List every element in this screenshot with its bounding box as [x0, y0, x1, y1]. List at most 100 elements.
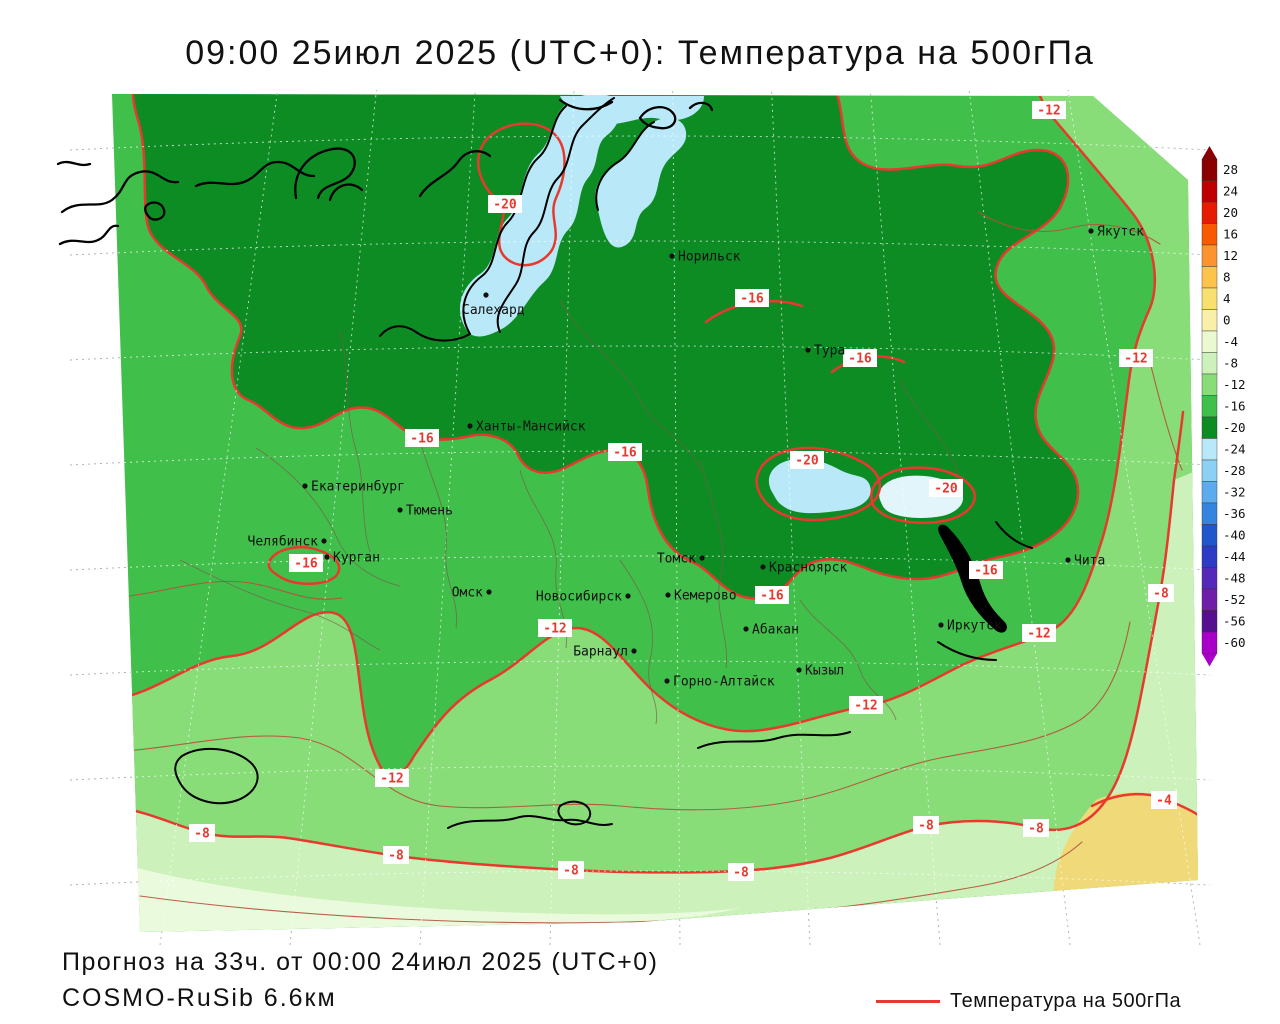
contour-minus8 — [112, 410, 1185, 874]
city-dot — [467, 423, 473, 429]
colorbar-tick-label: 4 — [1223, 291, 1231, 306]
cold-pool-taz — [595, 117, 687, 248]
contour-value-label: -12 — [380, 772, 403, 787]
contour-value-label: -16 — [613, 446, 637, 461]
colorbar-segment — [1201, 201, 1218, 224]
contour-label-bg — [538, 619, 572, 637]
city-label: Абакан — [752, 623, 799, 638]
colorbar-tick-label: -28 — [1223, 463, 1246, 478]
contour-value-label: -8 — [388, 849, 404, 864]
contour-label-bg — [405, 429, 439, 447]
city-dot — [631, 648, 637, 654]
contour-label-bg — [189, 824, 215, 842]
colorbar-tick-label: -32 — [1223, 484, 1246, 499]
city-label: Тюмень — [406, 504, 453, 519]
city-dot — [397, 507, 403, 513]
contour-label-bg — [1032, 101, 1066, 119]
colorbar-segment — [1201, 244, 1218, 267]
city-dot — [743, 626, 749, 632]
ob-estuary-outline — [379, 97, 655, 342]
city-dot — [805, 347, 811, 353]
colorbar-segment — [1201, 524, 1218, 547]
city-dot — [1088, 228, 1094, 234]
temperature-regions — [112, 94, 1198, 932]
thin-contour-northeast — [977, 211, 1161, 245]
colorbar-segment — [1201, 502, 1218, 525]
region-warm-yellow — [1053, 792, 1198, 910]
city-dot — [699, 555, 705, 561]
colorbar-segment — [1201, 438, 1218, 461]
city-dot — [302, 483, 308, 489]
colorbar-segment — [1201, 180, 1218, 203]
colorbar-tick-label: -24 — [1223, 441, 1246, 456]
city-label: Томск — [657, 552, 696, 567]
colorbar-tick-label: 16 — [1223, 226, 1238, 241]
colorbar-tick-label: -44 — [1223, 549, 1246, 564]
colorbar-tick-label: -60 — [1223, 635, 1246, 650]
colorbar-tick-label: -52 — [1223, 592, 1246, 607]
contour-label-bg — [488, 195, 522, 213]
colorbar-tick-label: -12 — [1223, 377, 1246, 392]
city-label: Красноярск — [769, 561, 847, 576]
colorbar-top-cap — [1202, 146, 1217, 159]
city-dot — [938, 622, 944, 628]
contour-minus16-chelyabinsk-loop — [267, 546, 341, 585]
contour-value-label: -12 — [854, 699, 877, 714]
contour-value-label: -12 — [543, 622, 566, 637]
city-dot — [669, 253, 675, 259]
cold-pool-ob-gulf — [460, 94, 621, 337]
colorbar-segment — [1201, 330, 1218, 353]
contour-value-label: -16 — [740, 292, 764, 307]
admin-borders — [179, 299, 961, 725]
city-dot — [664, 678, 670, 684]
colorbar-tick-label: 8 — [1223, 269, 1231, 284]
contour-segment-top-edge — [438, 94, 838, 95]
city-label: Ханты-Мансийск — [476, 420, 586, 435]
contour-value-label: -20 — [795, 454, 819, 469]
colorbar-tick-label: 12 — [1223, 248, 1238, 263]
city-label: Горно-Алтайск — [673, 675, 775, 690]
contour-value-label: -8 — [1153, 587, 1169, 602]
contour-value-label: -16 — [410, 432, 434, 447]
city-label: Салехард — [462, 303, 525, 318]
colorbar-tick-label: -4 — [1223, 334, 1238, 349]
city-dot — [321, 538, 327, 544]
contour-value-label: -8 — [194, 827, 210, 842]
colorbar-tick-label: -40 — [1223, 527, 1246, 542]
contour-label-bg — [383, 846, 409, 864]
contour-minus20-lake-east — [870, 466, 976, 525]
city-label: Барнаул — [573, 645, 628, 660]
contour-label-bg — [1151, 791, 1177, 809]
colorbar-tick-label: 20 — [1223, 205, 1238, 220]
city-dot — [324, 554, 330, 560]
region-light-green — [112, 96, 1198, 932]
city-dot — [665, 592, 671, 598]
colorbar-segment — [1201, 481, 1218, 504]
contour-value-label: -4 — [1156, 794, 1172, 809]
colorbar-tick-label: -8 — [1223, 355, 1238, 370]
contour-value-label: -16 — [294, 557, 318, 572]
contour-label-bg — [929, 479, 963, 497]
cold-pool-top — [560, 96, 704, 125]
city-label: Чита — [1074, 554, 1105, 569]
contour-value-label: -20 — [934, 482, 958, 497]
contour-label-bg — [608, 443, 642, 461]
contour-label-bg — [849, 696, 883, 714]
colorbar-segment — [1201, 567, 1218, 590]
city-label: Омск — [452, 586, 483, 601]
city-dot — [483, 292, 489, 298]
colorbar-segment — [1201, 588, 1218, 611]
contour-label-bg — [289, 554, 323, 572]
colorbar-group: 28 24 20 16 12 8 4 0 -4 -8 -12 -16 -20 -24 -28 -32 -36 -4… — [1201, 146, 1246, 667]
map-legend: Температура на 500гПа — [876, 990, 1181, 1013]
region-palest-green — [115, 862, 742, 932]
city-label: Тура — [814, 344, 845, 359]
city-dot — [1065, 557, 1071, 563]
colorbar-segment — [1201, 287, 1218, 310]
colorbar-bottom-cap — [1202, 653, 1217, 667]
city-label: Иркутск — [947, 619, 1002, 634]
cold-lake-west — [768, 458, 871, 514]
thin-contour-west — [112, 580, 343, 600]
contour-value-label: -16 — [974, 564, 998, 579]
colorbar-segment — [1201, 352, 1218, 375]
